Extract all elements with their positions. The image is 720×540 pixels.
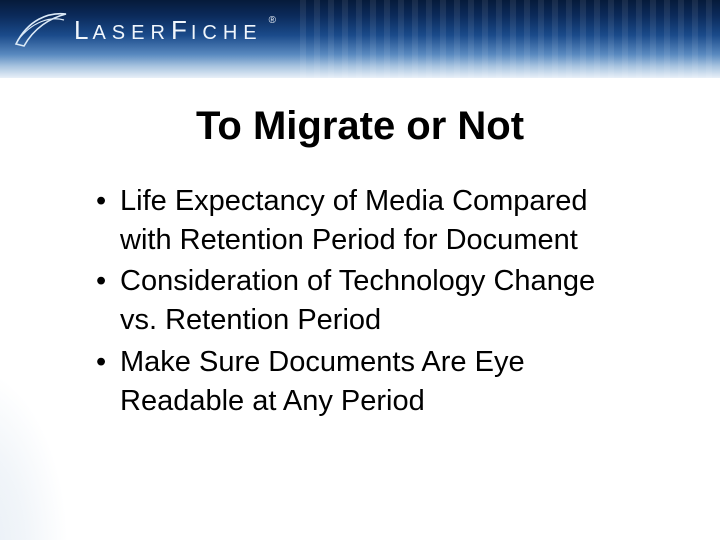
logo-letter-f: F (171, 15, 191, 45)
bullet-item: Consideration of Technology Change vs. R… (96, 262, 636, 340)
logo-text: LASERFICHE ® (74, 15, 276, 46)
logo-word-aser: ASER (92, 22, 170, 44)
brand-logo: LASERFICHE ® (14, 10, 276, 50)
bullet-list: Life Expectancy of Media Compared with R… (96, 182, 636, 423)
slide-title: To Migrate or Not (0, 104, 720, 149)
logo-word-iche: ICHE (191, 22, 263, 44)
bullet-item: Life Expectancy of Media Compared with R… (96, 182, 636, 260)
header-stripes (300, 0, 720, 78)
bullet-item: Make Sure Documents Are Eye Readable at … (96, 343, 636, 421)
swoosh-icon (14, 10, 68, 50)
header-band: LASERFICHE ® (0, 0, 720, 78)
logo-letter-l: L (74, 15, 92, 45)
corner-accent (0, 340, 90, 540)
registered-mark: ® (269, 15, 276, 26)
